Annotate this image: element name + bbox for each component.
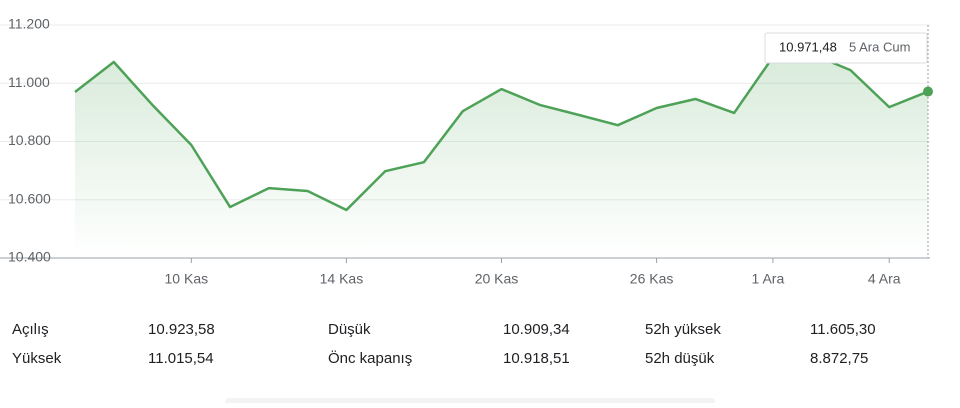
y-tick-label: 10.600 [8,190,51,206]
x-tick-label: 14 Kas [320,271,364,287]
hover-dot [923,86,933,97]
x-tick-label: 10 Kas [165,271,209,287]
y-tick-label: 11.200 [8,16,50,32]
stat-value: 11.605,30 [810,321,876,338]
y-tick-label: 10.800 [8,132,51,148]
y-tick-label: 10.400 [8,249,51,265]
stat-value: 8.872,75 [810,350,868,367]
area [75,54,928,258]
stat-label: 52h yüksek [645,321,721,338]
stat-value: 10.918,51 [503,350,570,367]
x-tick-label: 4 Ara [868,271,901,287]
y-tick-label: 11.000 [8,74,50,90]
stat-value: 10.923,58 [148,321,215,338]
tooltip [764,32,928,64]
stat-label: Açılış [12,321,49,338]
tooltip-value: 10.971,48 [779,39,837,54]
stat-label: 52h düşük [645,350,715,367]
x-tick-label: 20 Kas [475,271,519,287]
tooltip-date: 5 Ara Cum [849,39,910,54]
stat-label: Düşük [328,321,371,338]
stat-label: Önc kapanış [328,349,412,367]
stat-value: 11.015,54 [148,350,214,367]
stat-label: Yüksek [12,350,62,367]
x-tick-label: 1 Ara [752,271,785,287]
stat-value: 10.909,34 [503,321,570,338]
scroll-hint [225,398,715,406]
x-tick-label: 26 Kas [630,271,674,287]
